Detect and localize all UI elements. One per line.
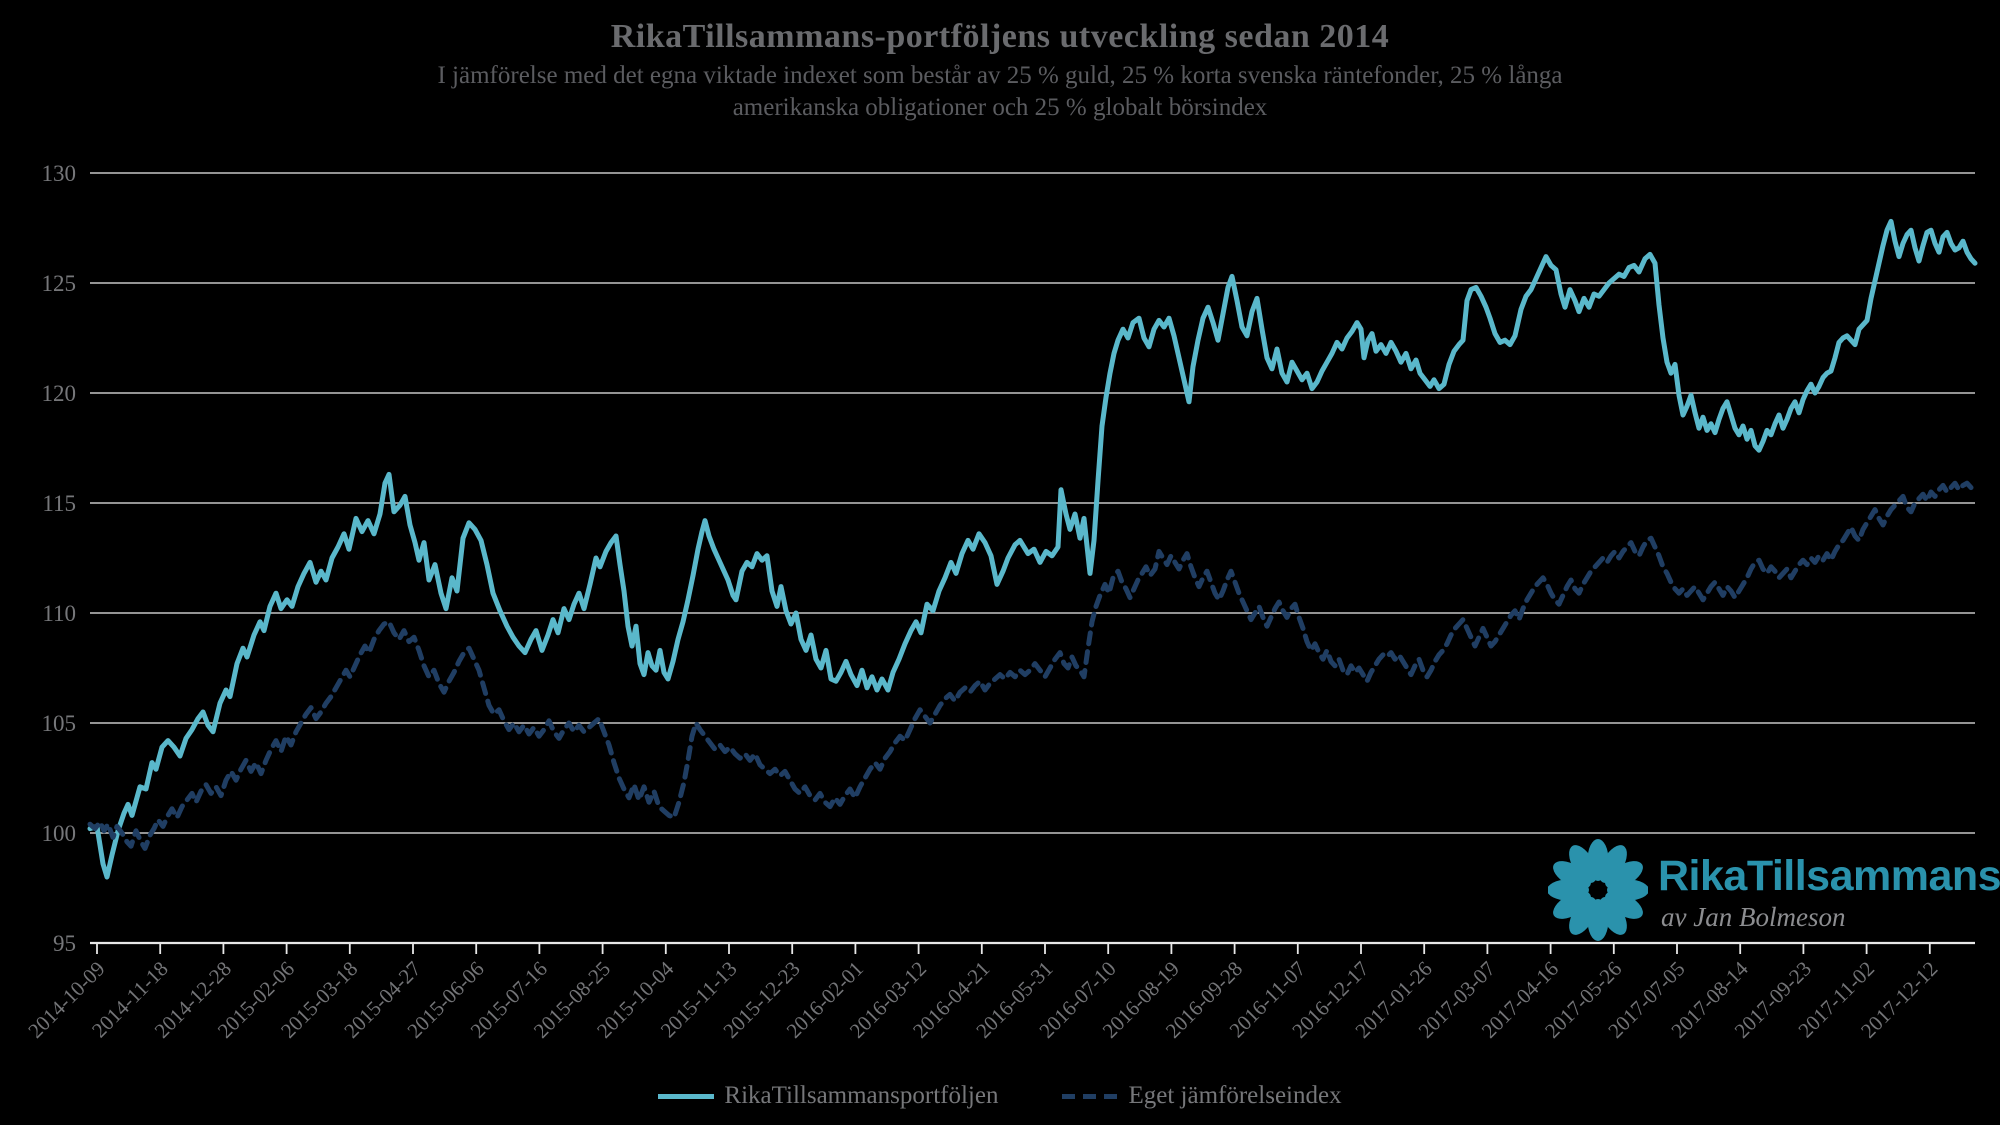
rikatillsammans-logo: RikaTillsammans av Jan Bolmeson xyxy=(1548,836,2000,944)
flower-icon xyxy=(1548,839,1648,941)
chart-subtitle-line2: amerikanska obligationer och 25 % global… xyxy=(732,94,1268,121)
legend-swatch-dashed-line xyxy=(1062,1093,1119,1099)
legend-item-index: Eget jämförelseindex xyxy=(1062,1082,1342,1110)
y-tick-label: 100 xyxy=(42,821,77,846)
y-tick-label: 125 xyxy=(42,271,77,296)
flower-petal xyxy=(1605,891,1643,919)
flower-petal xyxy=(1553,891,1591,919)
legend-item-portfolio: RikaTillsammansportföljen xyxy=(658,1082,998,1110)
flower-petal xyxy=(1569,897,1597,935)
chart-subtitle-line1: I jämförelse med det egna viktade indexe… xyxy=(437,62,1563,89)
chart-title: RikaTillsammans-portföljens utveckling s… xyxy=(610,18,1390,55)
flower-petal xyxy=(1599,845,1627,883)
logo-byline-text: av Jan Bolmeson xyxy=(1661,902,1846,932)
flower-petal xyxy=(1569,845,1597,883)
y-tick-label: 105 xyxy=(42,711,77,736)
legend-swatch-solid-line xyxy=(658,1093,715,1099)
y-tick-label: 115 xyxy=(42,491,76,516)
logo-brand-text: RikaTillsammans xyxy=(1658,852,2000,900)
chart-legend: RikaTillsammansportföljen Eget jämförels… xyxy=(0,1082,2000,1110)
flower-petal xyxy=(1605,861,1643,889)
series-line-index xyxy=(87,480,1978,851)
y-tick-label: 120 xyxy=(42,381,77,406)
legend-label-portfolio: RikaTillsammansportföljen xyxy=(724,1082,999,1109)
y-tick-label: 95 xyxy=(53,931,76,956)
flower-petal xyxy=(1599,897,1627,935)
y-tick-label: 130 xyxy=(42,161,77,186)
series-line-portfolio xyxy=(87,218,1978,880)
y-tick-label: 110 xyxy=(42,601,76,626)
legend-label-index: Eget jämförelseindex xyxy=(1128,1082,1342,1109)
flower-petal xyxy=(1553,861,1591,889)
